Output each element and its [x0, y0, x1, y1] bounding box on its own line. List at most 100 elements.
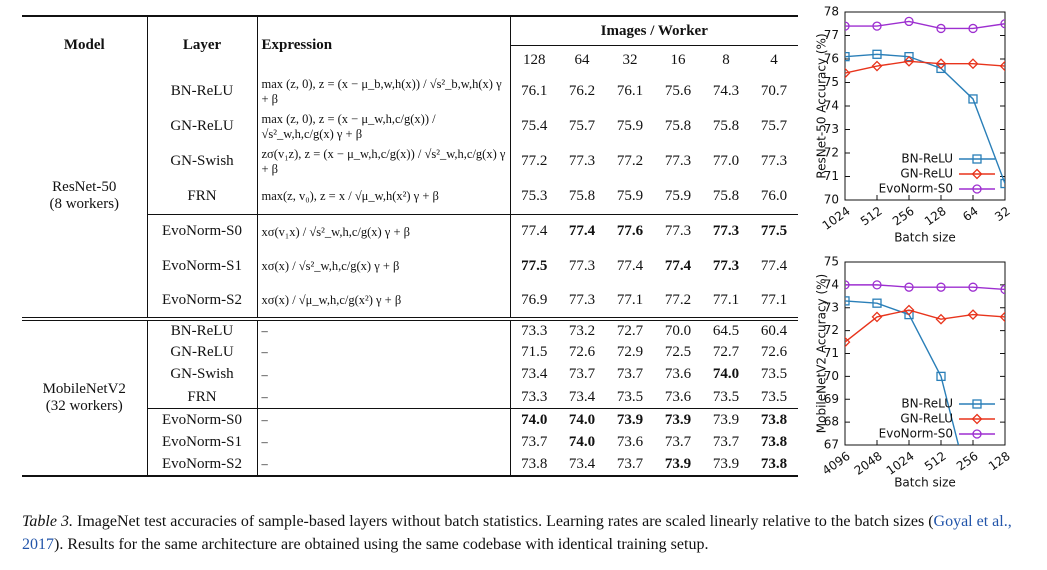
caption: Table 3. ImageNet test accuracies of sam…: [22, 510, 1034, 556]
table-row: GN-ReLU max (z, 0), z = (x − μ_w,h,c/g(x)…: [22, 109, 798, 144]
marker: [903, 55, 915, 67]
accuracy-value: 73.5: [616, 388, 644, 405]
table-row: GN-ReLU –71.5 72.6 72.9 72.5 72.7 72.6: [22, 341, 798, 364]
layer-name: GN-ReLU: [147, 109, 258, 144]
accuracy-value: 77.3: [712, 258, 740, 274]
layer-name: BN-ReLU: [147, 316, 258, 342]
caption-text: ImageNet test accuracies of sample-based…: [76, 513, 934, 530]
layer-name: GN-ReLU: [147, 341, 258, 364]
accuracy-value: 76.9: [521, 292, 548, 308]
y-tick-label: 78: [824, 5, 839, 19]
accuracy-value: 73.6: [664, 388, 692, 405]
marker: [904, 282, 914, 292]
accuracy-value: 77.4: [616, 258, 644, 274]
accuracy-value: 73.5: [760, 388, 788, 405]
layer-name: GN-Swish: [147, 144, 258, 179]
y-tick-label: 75: [824, 75, 839, 89]
accuracy-value: 77.3: [760, 153, 788, 169]
plot-area: [845, 280, 1005, 445]
marker: [872, 280, 882, 290]
x-axis-label: Batch size: [894, 231, 956, 245]
accuracy-value: 77.1: [712, 292, 740, 308]
expression: –: [257, 341, 511, 364]
accuracy-value: 77.4: [510, 213, 558, 249]
marker: [967, 58, 979, 70]
accuracy-value: 73.4: [568, 455, 596, 472]
header-group: Images / Worker: [510, 15, 799, 46]
marker: [999, 60, 1005, 72]
layer-name: EvoNorm-S0: [147, 408, 258, 431]
legend-label: GN-ReLU: [900, 167, 953, 181]
marker: [845, 67, 851, 79]
accuracy-value: 75.6: [664, 83, 692, 99]
accuracy-value: 73.5: [760, 366, 788, 383]
expression: –: [257, 453, 511, 476]
legend-label: EvoNorm-S0: [879, 182, 953, 196]
accuracy-value: 77.0: [712, 153, 740, 169]
accuracy-value: 75.7: [760, 118, 788, 134]
model-name: MobileNetV2: [42, 380, 126, 397]
batch-header-row: 128 64 32 16 8 4: [22, 45, 799, 74]
model-cell: MobileNetV2 (32 workers): [22, 317, 148, 476]
model-workers: (32 workers): [45, 397, 123, 414]
batch-size: 4: [750, 45, 799, 74]
accuracy-value: 74.0: [510, 408, 558, 431]
x-tick-label: 512: [858, 204, 885, 229]
accuracy-value: 77.4: [760, 258, 788, 274]
accuracy-value: 77.4: [558, 213, 606, 249]
accuracy-value: 77.3: [568, 153, 596, 169]
table-row: FRN max(z, v₀), z = x / √μ_w,h(x²) γ + β 7…: [22, 179, 798, 214]
accuracy-value: 76.2: [568, 83, 596, 99]
x-tick-label: 128: [986, 449, 1013, 474]
legend-marker: [972, 399, 982, 409]
accuracy-value: 77.5: [521, 258, 548, 274]
accuracy-value: 75.8: [664, 118, 692, 134]
accuracy-value: 70.0: [654, 316, 702, 342]
expression: –: [257, 386, 511, 409]
table-row: FRN –73.3 73.4 73.5 73.6 73.5 73.5: [22, 386, 798, 409]
accuracy-value: 75.8: [568, 187, 596, 204]
accuracy-value: 77.3: [654, 213, 702, 249]
accuracy-value: 73.9: [654, 408, 702, 431]
batch-size: 8: [702, 45, 750, 74]
x-tick-label: 512: [922, 449, 949, 474]
accuracy-value: 73.8: [760, 455, 788, 472]
y-tick-label: 68: [824, 415, 839, 429]
legend-label: BN-ReLU: [901, 152, 953, 166]
marker: [903, 304, 915, 316]
accuracy-value: 73.6: [616, 433, 644, 450]
accuracy-value: 75.7: [568, 118, 596, 134]
accuracy-value: 73.8: [750, 408, 799, 431]
accuracy-value: 73.7: [616, 366, 644, 383]
marker: [872, 298, 882, 308]
x-tick-label: 256: [954, 449, 981, 474]
series-line: [845, 60, 1005, 74]
x-tick-label: 128: [922, 204, 949, 229]
marker: [1000, 284, 1005, 295]
accuracy-value: 73.4: [521, 366, 548, 383]
y-tick-label: 72: [824, 146, 839, 160]
layer-name: BN-ReLU: [147, 74, 258, 109]
legend-marker: [972, 154, 982, 164]
accuracy-value: 74.0: [568, 433, 596, 450]
model-name: ResNet-50: [52, 178, 117, 195]
y-tick-label: 69: [824, 392, 839, 406]
legend-marker: [971, 168, 983, 180]
x-axis-label: Batch size: [894, 476, 956, 490]
marker: [936, 371, 946, 382]
accuracy-value: 73.9: [702, 408, 750, 431]
caption-label: Table 3.: [22, 513, 73, 530]
layer-name: EvoNorm-S2: [147, 284, 258, 319]
accuracy-value: 75.9: [664, 187, 692, 204]
y-tick-label: 70: [824, 193, 839, 207]
marker: [845, 296, 850, 306]
series-line: [845, 20, 1005, 30]
marker: [845, 336, 851, 348]
table-row: GN-Swish zσ(v₁z), z = (x − μ_w,h,c/g(x)) …: [22, 144, 798, 179]
citation-link[interactable]: Goyal et al., 2017: [22, 513, 1012, 553]
x-tick-label: 256: [890, 204, 917, 229]
model-workers: (8 workers): [49, 195, 120, 212]
expression: max (z, 0), z = (x − μ_w,h,c/g(x)) / √s²…: [257, 109, 511, 144]
accuracy-value: 74.0: [558, 408, 606, 431]
